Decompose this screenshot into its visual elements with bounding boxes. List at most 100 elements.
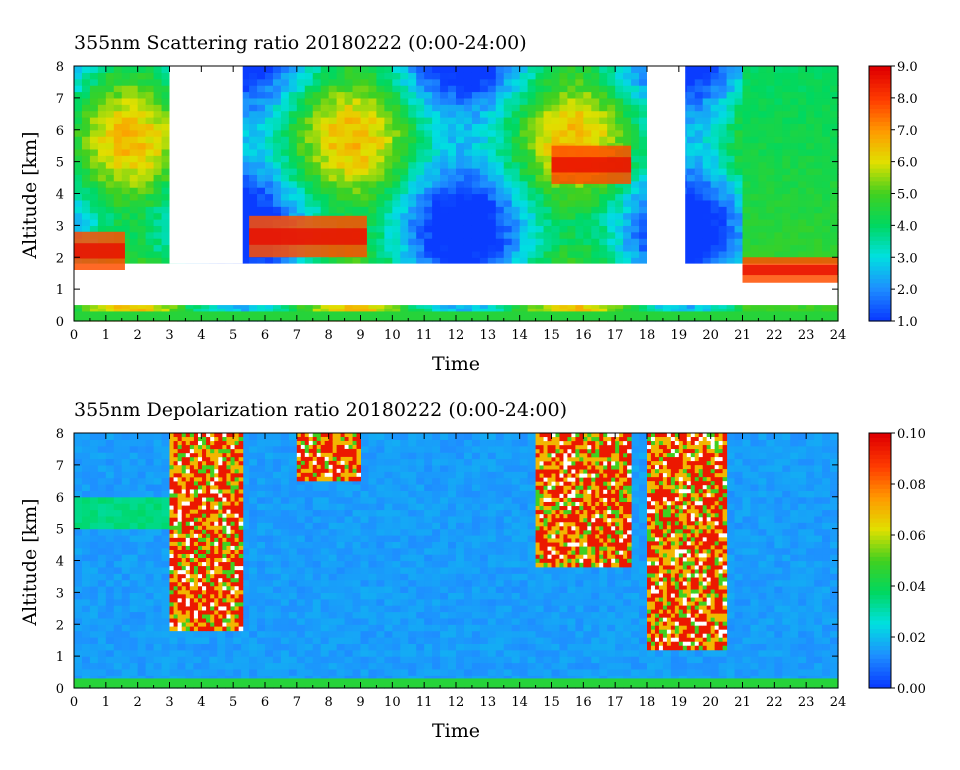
heatmap-cell xyxy=(400,301,409,309)
heatmap-cell xyxy=(376,244,385,252)
heatmap-cell xyxy=(272,142,282,150)
heatmap-cell xyxy=(750,85,760,93)
heatmap-cell xyxy=(113,560,123,568)
heatmap-cell xyxy=(822,250,831,258)
heatmap-cell xyxy=(376,187,385,195)
heatmap-cell xyxy=(758,193,767,201)
heatmap-cell xyxy=(113,66,123,73)
heatmap-cell xyxy=(567,301,576,309)
heatmap-cell xyxy=(766,97,775,105)
heatmap-cell xyxy=(249,566,258,574)
heatmap-cell xyxy=(153,592,163,600)
heatmap-cell xyxy=(631,155,640,163)
heatmap-cell xyxy=(129,649,139,657)
heatmap-cell xyxy=(798,206,807,214)
heatmap-cell xyxy=(249,471,258,479)
heatmap-cell xyxy=(81,471,91,479)
heatmap-cell xyxy=(463,161,473,169)
heatmap-cell xyxy=(137,136,147,144)
x-tick-label: 6 xyxy=(261,328,269,343)
heatmap-plot-area xyxy=(74,433,839,689)
heatmap-cell xyxy=(758,117,767,124)
heatmap-cell xyxy=(74,637,83,644)
heatmap-cell xyxy=(296,206,306,214)
heatmap-cell xyxy=(81,212,91,220)
heatmap-cell xyxy=(288,199,298,207)
heatmap-cell xyxy=(519,104,529,112)
heatmap-cell xyxy=(272,110,282,118)
heatmap-cell xyxy=(249,605,258,613)
heatmap-cell xyxy=(201,637,210,644)
heatmap-cell xyxy=(774,104,783,112)
heatmap-cell xyxy=(137,212,147,220)
heatmap-cell xyxy=(766,72,775,80)
heatmap-cell xyxy=(81,477,91,485)
heatmap-cell xyxy=(121,560,131,568)
heatmap-cell xyxy=(352,97,362,105)
heatmap-cell xyxy=(121,605,131,613)
heatmap-cell xyxy=(257,637,266,644)
heatmap-cell xyxy=(758,244,767,252)
heatmap-cell xyxy=(710,72,720,80)
heatmap-cell xyxy=(89,180,99,188)
heatmap-cell xyxy=(320,257,330,265)
heatmap-cell xyxy=(806,66,815,73)
heatmap-cell xyxy=(742,174,752,182)
heatmap-cell xyxy=(639,212,648,220)
heatmap-cell xyxy=(599,97,608,105)
heatmap-cell xyxy=(113,662,123,670)
heatmap-cell xyxy=(710,142,720,150)
heatmap-cell xyxy=(265,136,274,144)
heatmap-cell xyxy=(392,85,401,93)
heatmap-cell xyxy=(432,123,441,131)
heatmap-cell xyxy=(639,257,648,265)
heatmap-cell xyxy=(567,250,576,258)
heatmap-cell xyxy=(145,117,155,124)
heatmap-cell xyxy=(320,66,330,73)
heatmap-cell xyxy=(74,180,83,188)
heatmap-cell xyxy=(710,225,720,233)
heatmap-cell xyxy=(336,72,346,80)
heatmap-cell xyxy=(583,225,592,233)
heatmap-cell xyxy=(734,148,744,156)
heatmap-cell xyxy=(463,225,473,233)
heatmap-cell xyxy=(448,244,457,252)
heatmap-cell xyxy=(694,212,704,220)
colorbar-segment xyxy=(869,121,891,127)
heatmap-cell xyxy=(615,78,624,86)
heatmap-cell xyxy=(129,643,139,651)
heatmap-cell xyxy=(137,471,147,479)
heatmap-cell xyxy=(424,244,433,252)
heatmap-cell xyxy=(639,136,648,144)
heatmap-cell xyxy=(599,219,608,226)
heatmap-cell xyxy=(607,231,616,239)
heatmap-cell xyxy=(121,212,131,220)
heatmap-cell xyxy=(551,129,561,137)
heatmap-cell xyxy=(718,238,728,246)
heatmap-cell xyxy=(241,464,250,472)
colorbar-segment xyxy=(869,193,891,199)
heatmap-cell xyxy=(121,611,131,619)
heatmap-cell xyxy=(233,630,242,638)
heatmap-cell xyxy=(535,219,545,226)
heatmap-cell xyxy=(408,123,417,131)
heatmap-cell xyxy=(113,199,123,207)
heatmap-cell xyxy=(344,136,354,144)
heatmap-cell xyxy=(599,187,608,195)
heatmap-cell xyxy=(456,97,465,105)
heatmap-cell xyxy=(774,161,783,169)
heatmap-cell xyxy=(137,464,147,472)
heatmap-cell xyxy=(559,104,569,112)
heatmap-cell xyxy=(623,85,632,93)
heatmap-cell xyxy=(424,123,433,131)
heatmap-cell xyxy=(686,66,696,73)
heatmap-cell xyxy=(702,187,712,195)
heatmap-cell xyxy=(535,225,545,233)
heatmap-cell xyxy=(639,85,648,93)
heatmap-cell xyxy=(145,193,155,201)
heatmap-cell xyxy=(89,509,99,517)
heatmap-cell xyxy=(615,187,624,195)
heatmap-cell xyxy=(193,668,202,676)
heatmap-cell xyxy=(129,471,139,479)
heatmap-cell xyxy=(607,85,616,93)
